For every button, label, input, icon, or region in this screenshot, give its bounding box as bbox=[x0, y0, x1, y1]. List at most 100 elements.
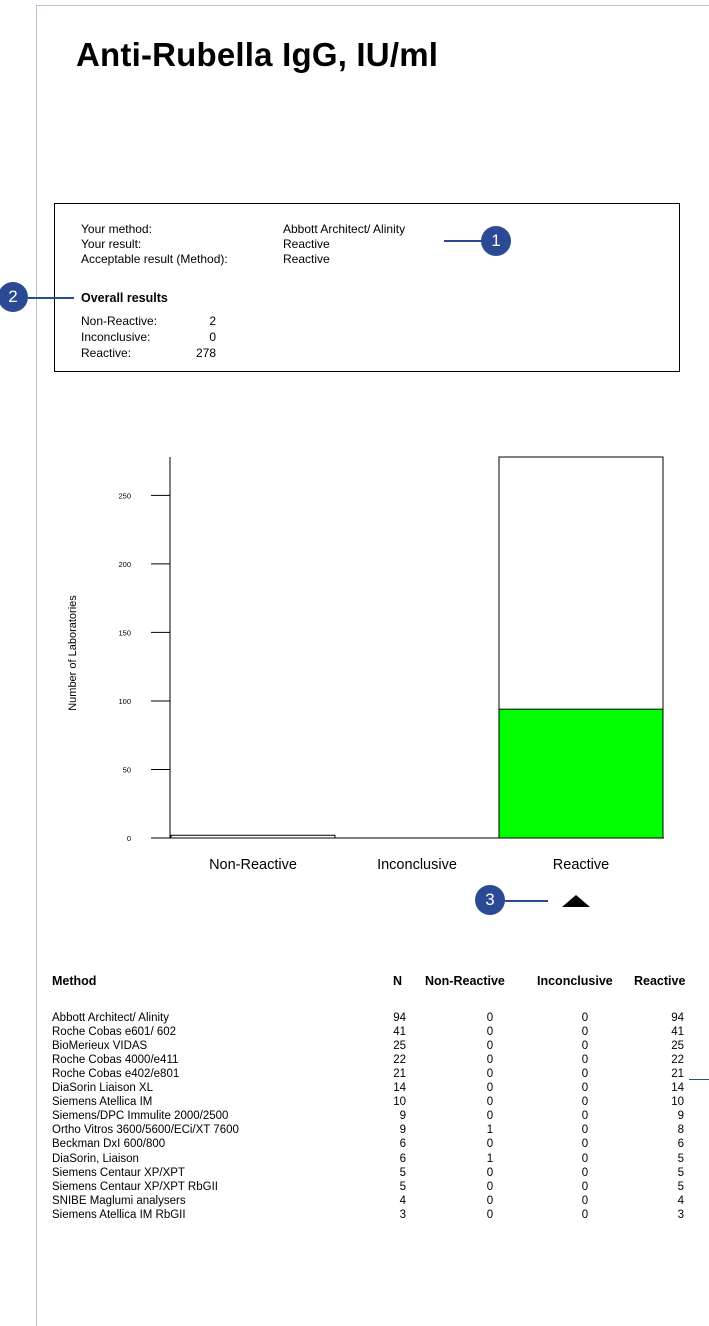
cell-reactive: 94 bbox=[671, 1012, 684, 1024]
cell-n: 6 bbox=[399, 1138, 406, 1151]
cell-reactive: 10 bbox=[671, 1096, 684, 1109]
your-result-label: Your result: bbox=[81, 237, 142, 251]
table-row: Siemens Atellica IM 10 0 0 10 bbox=[52, 1096, 702, 1109]
table-row: Siemens Atellica IM RbGII 3 0 0 3 bbox=[52, 1209, 702, 1222]
overall-inconclusive-label: Inconclusive: bbox=[81, 330, 151, 344]
table-header-method: Method bbox=[52, 974, 97, 988]
cell-method: Ortho Vitros 3600/5600/ECi/XT 7600 bbox=[52, 1124, 239, 1137]
cell-method: Siemens Centaur XP/XPT bbox=[52, 1166, 185, 1179]
y-tick-label: 50 bbox=[123, 765, 131, 774]
table-side-marker bbox=[689, 1079, 709, 1080]
cell-inconclusive: 0 bbox=[581, 1068, 589, 1081]
y-axis-label: Number of Laboratories bbox=[67, 595, 79, 711]
cell-reactive: 41 bbox=[671, 1026, 684, 1039]
cell-n: 21 bbox=[393, 1068, 406, 1081]
cell-inconclusive: 0 bbox=[581, 1012, 589, 1024]
overall-nonreactive-label: Non-Reactive: bbox=[81, 314, 158, 328]
table-row: Ortho Vitros 3600/5600/ECi/XT 7600 9 1 0 8 bbox=[52, 1124, 702, 1137]
cell-method: DiaSorin, Liaison bbox=[52, 1152, 139, 1165]
result-summary-box: Your method: Abbott Architect/ Alinity Y… bbox=[54, 203, 680, 372]
cell-n: 25 bbox=[393, 1040, 406, 1053]
cell-n: 6 bbox=[399, 1152, 406, 1165]
your-result-value: Reactive bbox=[283, 237, 330, 251]
y-tick-label: 150 bbox=[118, 628, 131, 637]
table-row: Roche Cobas e601/ 602 41 0 0 41 bbox=[52, 1026, 702, 1039]
x-category-label: Inconclusive bbox=[377, 857, 457, 873]
table-row: SNIBE Maglumi analysers 4 0 0 4 bbox=[52, 1195, 702, 1208]
cell-nonreactive: 0 bbox=[486, 1026, 494, 1039]
callout-2-badge: 2 bbox=[0, 282, 28, 312]
cell-method: Siemens Centaur XP/XPT RbGII bbox=[52, 1180, 218, 1193]
cell-method: Roche Cobas e601/ 602 bbox=[52, 1026, 177, 1039]
acceptable-result-label: Acceptable result (Method): bbox=[81, 252, 228, 266]
cell-reactive: 9 bbox=[677, 1110, 684, 1123]
x-category-label: Reactive bbox=[553, 857, 609, 873]
cell-reactive: 8 bbox=[677, 1124, 684, 1137]
cell-method: SNIBE Maglumi analysers bbox=[52, 1194, 186, 1207]
table-header-reactive: Reactive bbox=[634, 974, 686, 988]
cell-nonreactive: 1 bbox=[486, 1124, 494, 1137]
cell-method: Roche Cobas e402/e801 bbox=[52, 1068, 180, 1081]
cell-reactive: 3 bbox=[677, 1208, 684, 1221]
table-header-nonreactive: Non-Reactive bbox=[425, 974, 505, 988]
cell-n: 22 bbox=[393, 1054, 406, 1067]
cell-nonreactive: 0 bbox=[486, 1194, 494, 1207]
bar-acceptable-reactive bbox=[498, 708, 664, 839]
y-tick-label: 200 bbox=[118, 560, 131, 569]
acceptable-result-value: Reactive bbox=[283, 252, 330, 266]
cell-nonreactive: 0 bbox=[486, 1012, 494, 1024]
cell-nonreactive: 0 bbox=[486, 1096, 494, 1109]
cell-nonreactive: 0 bbox=[486, 1138, 494, 1151]
cell-method: Beckman DxI 600/800 bbox=[52, 1138, 166, 1151]
cell-inconclusive: 0 bbox=[581, 1096, 589, 1109]
cell-inconclusive: 0 bbox=[581, 1166, 589, 1179]
cell-method: Siemens/DPC Immulite 2000/2500 bbox=[52, 1110, 229, 1123]
y-tick-label: 100 bbox=[118, 697, 131, 706]
overall-inconclusive-value: 0 bbox=[209, 330, 216, 344]
x-category-label: Non-Reactive bbox=[209, 857, 297, 873]
table-row: Siemens Centaur XP/XPT RbGII 5 0 0 5 bbox=[52, 1181, 702, 1194]
table-row: Roche Cobas e402/e801 21 0 0 21 bbox=[52, 1068, 702, 1081]
cell-inconclusive: 0 bbox=[581, 1124, 589, 1137]
table-row: DiaSorin Liaison XL 14 0 0 14 bbox=[52, 1082, 702, 1095]
table-header-n: N bbox=[393, 974, 403, 988]
overall-reactive-value: 278 bbox=[195, 346, 216, 360]
cell-inconclusive: 0 bbox=[581, 1040, 589, 1053]
cell-reactive: 6 bbox=[677, 1138, 684, 1151]
your-result-marker-icon bbox=[562, 895, 590, 907]
cell-inconclusive: 0 bbox=[581, 1194, 589, 1207]
cell-inconclusive: 0 bbox=[581, 1054, 589, 1067]
page-title: Anti-Rubella IgG, IU/ml bbox=[76, 36, 439, 73]
cell-n: 10 bbox=[393, 1096, 406, 1109]
table-row: DiaSorin, Liaison 6 1 0 5 bbox=[52, 1153, 702, 1166]
table-row: Roche Cobas 4000/e411 22 0 0 22 bbox=[52, 1054, 702, 1067]
cell-reactive: 5 bbox=[677, 1166, 684, 1179]
cell-inconclusive: 0 bbox=[581, 1026, 589, 1039]
bar-total-non-reactive bbox=[170, 834, 336, 839]
cell-nonreactive: 1 bbox=[486, 1152, 494, 1165]
cell-method: Abbott Architect/ Alinity bbox=[52, 1012, 169, 1024]
y-tick-label: 250 bbox=[118, 491, 131, 500]
table-row: Beckman DxI 600/800 6 0 0 6 bbox=[52, 1138, 702, 1151]
callout-3-line bbox=[505, 900, 548, 902]
page-frame-top bbox=[36, 5, 709, 6]
overall-nonreactive-value: 2 bbox=[209, 314, 216, 328]
cell-reactive: 25 bbox=[671, 1040, 684, 1053]
table-row: Abbott Architect/ Alinity 94 0 0 94 bbox=[52, 1012, 702, 1025]
callout-2-line bbox=[28, 297, 74, 299]
cell-inconclusive: 0 bbox=[581, 1138, 589, 1151]
cell-reactive: 14 bbox=[671, 1082, 684, 1095]
table-row: Siemens Centaur XP/XPT 5 0 0 5 bbox=[52, 1167, 702, 1180]
cell-n: 14 bbox=[393, 1082, 406, 1095]
cell-reactive: 5 bbox=[677, 1180, 684, 1193]
cell-method: BioMerieux VIDAS bbox=[52, 1040, 148, 1053]
cell-n: 94 bbox=[393, 1012, 406, 1024]
table-row: BioMerieux VIDAS 25 0 0 25 bbox=[52, 1040, 702, 1053]
your-method-value: Abbott Architect/ Alinity bbox=[283, 222, 406, 236]
table-header-inconclusive: Inconclusive bbox=[537, 974, 613, 988]
cell-nonreactive: 0 bbox=[486, 1208, 494, 1221]
your-method-label: Your method: bbox=[81, 222, 152, 236]
callout-1-badge: 1 bbox=[481, 226, 511, 256]
callout-3-badge: 3 bbox=[475, 885, 505, 915]
callout-1-line bbox=[444, 240, 482, 242]
